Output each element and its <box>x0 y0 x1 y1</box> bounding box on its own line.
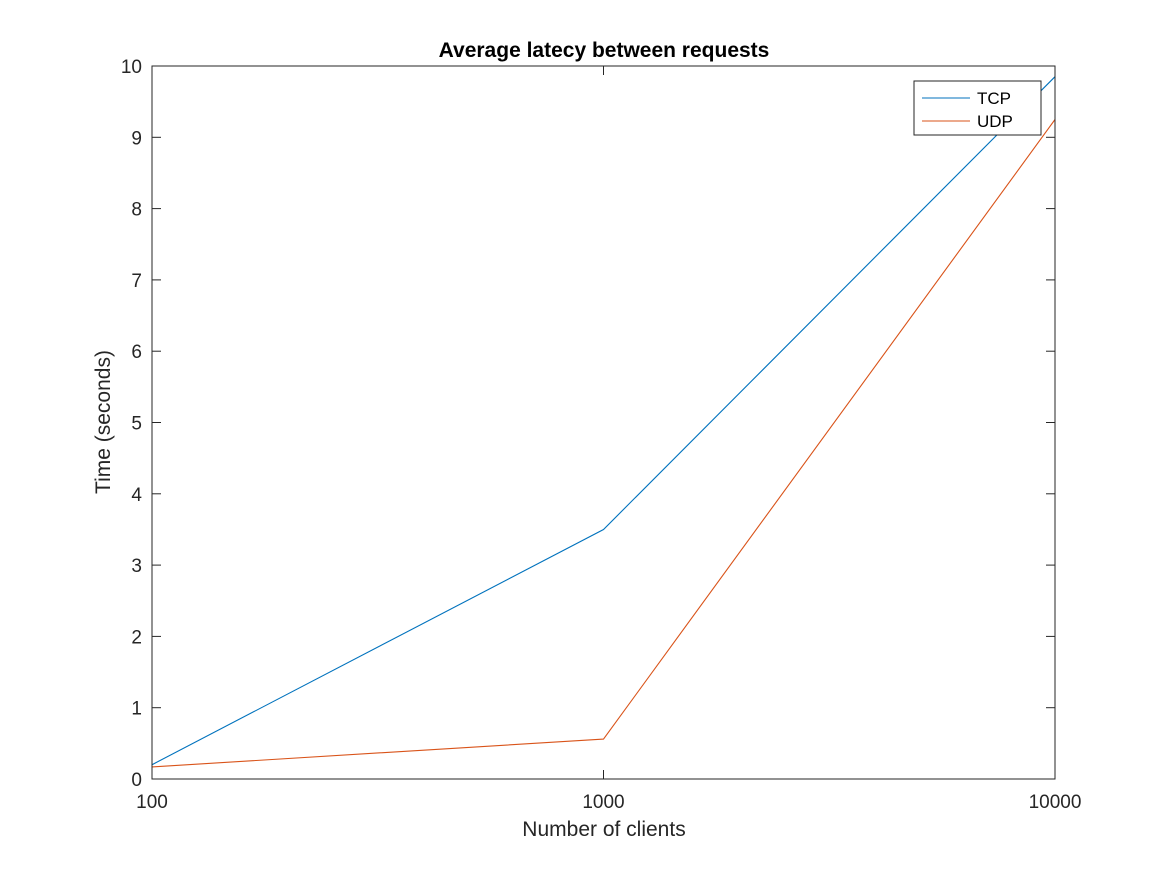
x-tick-label: 100 <box>136 792 168 813</box>
series-line-tcp <box>151 76 1056 766</box>
y-tick-label: 2 <box>131 627 142 648</box>
y-tick-label: 0 <box>131 770 142 791</box>
y-tick-label: 4 <box>131 485 142 506</box>
x-tick-label: 1000 <box>582 792 624 813</box>
x-axis-label: Number of clients <box>522 818 685 841</box>
series-line-udp <box>151 119 1056 768</box>
legend-label-udp: UDP <box>977 112 1013 131</box>
tick-labels: 0 1 2 3 4 5 6 7 8 9 10 100 1000 10000 <box>121 57 1082 813</box>
legend: TCP UDP <box>913 80 1042 136</box>
y-tick-label: 7 <box>131 271 142 292</box>
legend-label-tcp: TCP <box>977 89 1011 108</box>
y-axis-label: Time (seconds) <box>92 350 115 494</box>
x-tick-label: 10000 <box>1029 792 1082 813</box>
y-tick-label: 5 <box>131 414 142 435</box>
y-tick-label: 9 <box>131 128 142 149</box>
y-tick-label: 3 <box>131 556 142 577</box>
y-tick-label: 8 <box>131 200 142 221</box>
series-lines <box>151 76 1056 768</box>
y-tick-label: 1 <box>131 699 142 720</box>
y-tick-label: 10 <box>121 57 142 78</box>
legend-box <box>913 80 1042 136</box>
y-tick-label: 6 <box>131 342 142 363</box>
chart-title: Average latecy between requests <box>439 39 770 62</box>
plot-area-box <box>151 65 1056 780</box>
